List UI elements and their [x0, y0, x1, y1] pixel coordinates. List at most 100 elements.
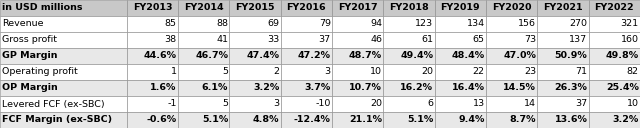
Text: 123: 123: [415, 19, 433, 29]
Text: Operating profit: Operating profit: [2, 67, 77, 77]
Text: 94: 94: [370, 19, 382, 29]
Bar: [538, 112, 589, 128]
Bar: [538, 80, 589, 96]
Text: 65: 65: [473, 35, 484, 45]
Text: in USD millions: in USD millions: [2, 3, 83, 13]
Bar: [435, 16, 486, 32]
Bar: [486, 112, 538, 128]
Text: 134: 134: [467, 19, 484, 29]
Text: 6.1%: 6.1%: [202, 83, 228, 93]
Text: 49.8%: 49.8%: [605, 51, 639, 61]
Text: 79: 79: [319, 19, 331, 29]
Bar: [178, 48, 229, 64]
Text: 61: 61: [421, 35, 433, 45]
Bar: [332, 80, 383, 96]
Text: 46.7%: 46.7%: [195, 51, 228, 61]
Text: 37: 37: [319, 35, 331, 45]
Bar: [486, 80, 538, 96]
Text: 156: 156: [518, 19, 536, 29]
Text: 3: 3: [273, 99, 280, 109]
Text: 3.7%: 3.7%: [305, 83, 331, 93]
Text: 3.2%: 3.2%: [253, 83, 280, 93]
Text: 16.2%: 16.2%: [401, 83, 433, 93]
Bar: [486, 0, 538, 16]
Text: 48.7%: 48.7%: [349, 51, 382, 61]
Text: 137: 137: [569, 35, 588, 45]
Bar: [229, 96, 281, 112]
Text: 3.2%: 3.2%: [612, 115, 639, 125]
Text: 73: 73: [524, 35, 536, 45]
Bar: [486, 16, 538, 32]
Text: -1: -1: [168, 99, 177, 109]
Text: FY2020: FY2020: [492, 3, 531, 13]
Bar: [281, 48, 332, 64]
Text: -10: -10: [316, 99, 331, 109]
Bar: [435, 32, 486, 48]
Text: 38: 38: [164, 35, 177, 45]
Text: 13.6%: 13.6%: [554, 115, 588, 125]
Text: 47.2%: 47.2%: [298, 51, 331, 61]
Text: 37: 37: [575, 99, 588, 109]
Bar: [127, 32, 178, 48]
Bar: [178, 16, 229, 32]
Bar: [332, 0, 383, 16]
Text: 321: 321: [621, 19, 639, 29]
Bar: [435, 80, 486, 96]
Text: 1.6%: 1.6%: [150, 83, 177, 93]
Text: 22: 22: [473, 67, 484, 77]
Bar: [538, 32, 589, 48]
Bar: [281, 112, 332, 128]
Text: 20: 20: [370, 99, 382, 109]
Bar: [0, 80, 127, 96]
Text: 160: 160: [621, 35, 639, 45]
Text: 26.3%: 26.3%: [554, 83, 588, 93]
Text: FY2018: FY2018: [389, 3, 429, 13]
Bar: [332, 112, 383, 128]
Bar: [127, 96, 178, 112]
Text: 88: 88: [216, 19, 228, 29]
Bar: [383, 96, 435, 112]
Text: 10: 10: [370, 67, 382, 77]
Bar: [332, 16, 383, 32]
Bar: [589, 64, 640, 80]
Text: 46: 46: [370, 35, 382, 45]
Bar: [127, 16, 178, 32]
Text: 3: 3: [324, 67, 331, 77]
Bar: [486, 48, 538, 64]
Text: FY2021: FY2021: [543, 3, 583, 13]
Bar: [281, 16, 332, 32]
Text: FY2014: FY2014: [184, 3, 223, 13]
Bar: [229, 80, 281, 96]
Text: FCF Margin (ex-SBC): FCF Margin (ex-SBC): [2, 115, 112, 125]
Text: FY2022: FY2022: [595, 3, 634, 13]
Bar: [281, 64, 332, 80]
Bar: [281, 80, 332, 96]
Text: 82: 82: [627, 67, 639, 77]
Bar: [178, 32, 229, 48]
Bar: [589, 48, 640, 64]
Text: -12.4%: -12.4%: [294, 115, 331, 125]
Bar: [281, 96, 332, 112]
Bar: [281, 0, 332, 16]
Bar: [0, 32, 127, 48]
Bar: [178, 80, 229, 96]
Bar: [589, 0, 640, 16]
Text: 9.4%: 9.4%: [458, 115, 484, 125]
Text: Levered FCF (ex-SBC): Levered FCF (ex-SBC): [2, 99, 104, 109]
Bar: [538, 48, 589, 64]
Text: 21.1%: 21.1%: [349, 115, 382, 125]
Text: FY2019: FY2019: [440, 3, 480, 13]
Bar: [486, 32, 538, 48]
Text: 4.8%: 4.8%: [253, 115, 280, 125]
Bar: [281, 32, 332, 48]
Text: 44.6%: 44.6%: [144, 51, 177, 61]
Bar: [538, 16, 589, 32]
Text: FY2016: FY2016: [287, 3, 326, 13]
Text: FY2013: FY2013: [132, 3, 172, 13]
Bar: [127, 0, 178, 16]
Text: GP Margin: GP Margin: [2, 51, 58, 61]
Text: 13: 13: [472, 99, 484, 109]
Bar: [332, 96, 383, 112]
Text: 69: 69: [268, 19, 280, 29]
Text: Gross profit: Gross profit: [2, 35, 57, 45]
